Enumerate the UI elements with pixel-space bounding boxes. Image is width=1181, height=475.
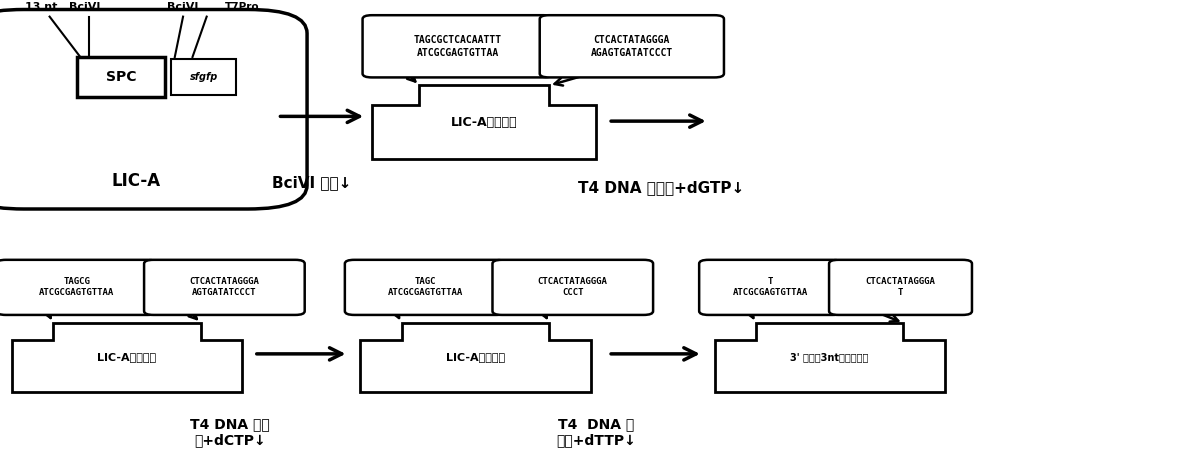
- Text: CTCACTATAGGGA
AGAGTGATATCCCT: CTCACTATAGGGA AGAGTGATATCCCT: [590, 35, 673, 57]
- Text: LIC-A线性载体: LIC-A线性载体: [445, 352, 505, 362]
- FancyBboxPatch shape: [345, 260, 505, 315]
- Text: BciVI: BciVI: [70, 2, 100, 12]
- FancyBboxPatch shape: [699, 260, 842, 315]
- Polygon shape: [715, 323, 945, 392]
- Polygon shape: [360, 323, 590, 392]
- Text: BciVI 酶切↓: BciVI 酶切↓: [272, 175, 351, 190]
- Polygon shape: [12, 323, 242, 392]
- Text: CTCACTATAGGGA
T: CTCACTATAGGGA T: [866, 277, 935, 297]
- Text: SPC: SPC: [106, 70, 136, 84]
- FancyBboxPatch shape: [0, 10, 307, 209]
- FancyBboxPatch shape: [540, 15, 724, 77]
- Text: TAGC
ATCGCGAGTGTTAA: TAGC ATCGCGAGTGTTAA: [387, 277, 463, 297]
- Text: CTCACTATAGGGA
CCCT: CTCACTATAGGGA CCCT: [537, 277, 608, 297]
- FancyBboxPatch shape: [363, 15, 553, 77]
- Bar: [77, 57, 165, 97]
- FancyBboxPatch shape: [144, 260, 305, 315]
- Text: LIC-A: LIC-A: [111, 171, 161, 190]
- FancyBboxPatch shape: [492, 260, 653, 315]
- Text: TAGCG
ATCGCGAGTGTTAA: TAGCG ATCGCGAGTGTTAA: [39, 277, 115, 297]
- Text: TAGCGCTCACAATTT
ATCGCGAGTGTTAA: TAGCGCTCACAATTT ATCGCGAGTGTTAA: [413, 35, 502, 57]
- Text: 3' 含突出3nt的线性载体: 3' 含突出3nt的线性载体: [790, 352, 869, 362]
- Text: LIC-A线性载体: LIC-A线性载体: [97, 352, 157, 362]
- Text: LIC-A线性载体: LIC-A线性载体: [451, 116, 517, 129]
- Bar: [171, 59, 236, 95]
- Text: T4 DNA 聚合
酶+dCTP↓: T4 DNA 聚合 酶+dCTP↓: [190, 417, 270, 447]
- Text: 10/18
T7Pro: 10/18 T7Pro: [224, 0, 260, 12]
- Text: CTCACTATAGGGA
AGTGATATCCCT: CTCACTATAGGGA AGTGATATCCCT: [189, 277, 260, 297]
- Text: T
ATCGCGAGTGTTAA: T ATCGCGAGTGTTAA: [733, 277, 808, 297]
- Text: BciVI: BciVI: [168, 2, 198, 12]
- Polygon shape: [372, 86, 596, 159]
- FancyBboxPatch shape: [0, 260, 157, 315]
- Text: sfgfp: sfgfp: [190, 72, 217, 82]
- FancyBboxPatch shape: [829, 260, 972, 315]
- Text: T4  DNA 聚
合酶+dTTP↓: T4 DNA 聚 合酶+dTTP↓: [556, 417, 637, 447]
- Text: 13 nt: 13 nt: [25, 2, 58, 12]
- Text: T4 DNA 聚合酶+dGTP↓: T4 DNA 聚合酶+dGTP↓: [579, 180, 744, 195]
